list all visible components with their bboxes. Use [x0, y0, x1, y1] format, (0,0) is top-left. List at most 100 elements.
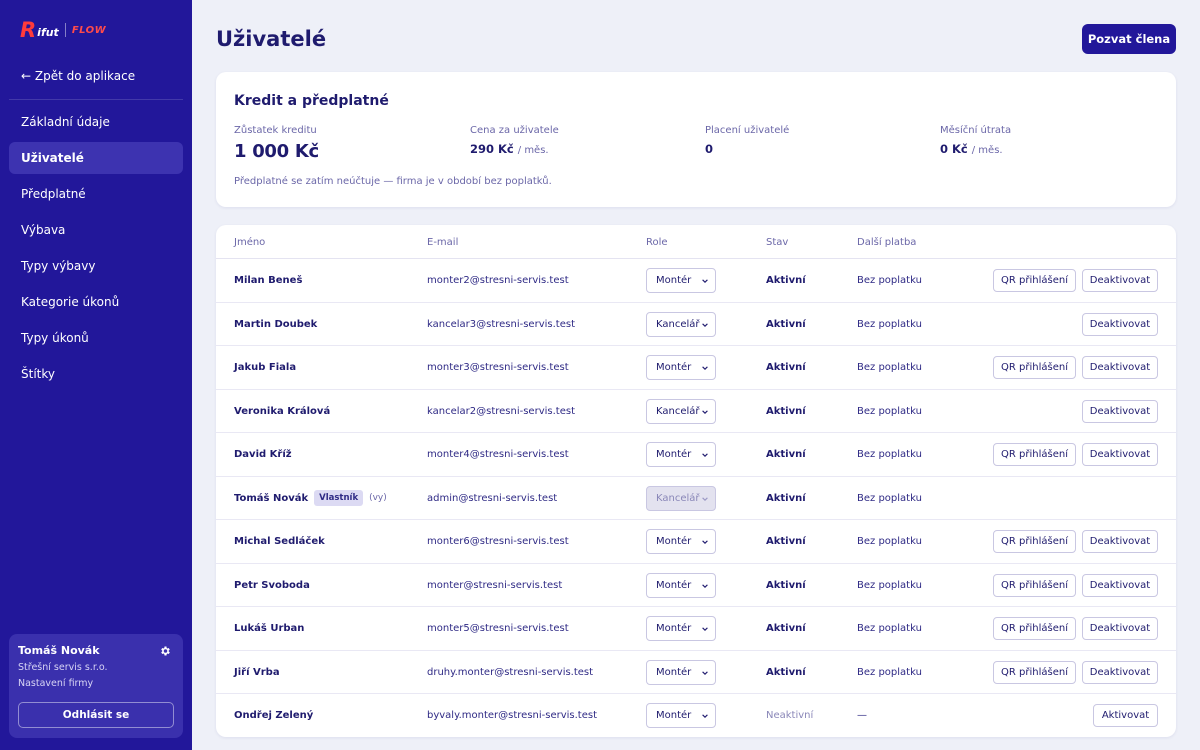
invite-member-button[interactable]: Pozvat člena	[1082, 24, 1176, 54]
next-payment-cell: Bez poplatku	[857, 449, 922, 460]
user-name-cell: Ondřej Zelený	[234, 710, 314, 721]
name-cell: Milan Beneš	[234, 259, 302, 302]
name-cell: Veronika Králová	[234, 390, 330, 433]
credit-note: Předplatné se zatím neúčtuje — firma je …	[234, 176, 552, 187]
role-select-value: Montér	[656, 623, 692, 634]
email-cell: monter5@stresni-servis.test	[427, 623, 569, 634]
role-select[interactable]: Kancelář	[646, 398, 716, 424]
deactivate-button[interactable]: Deaktivovat	[1082, 573, 1158, 597]
sidebar-item[interactable]: Základní údaje	[21, 115, 110, 129]
role-select[interactable]: Montér	[646, 355, 716, 380]
chevron-down-icon	[702, 583, 708, 588]
logout-button[interactable]: Odhlásit se	[18, 702, 174, 728]
deactivate-button[interactable]: Deaktivovat	[1082, 312, 1158, 336]
role-cell: Montér	[646, 520, 716, 563]
sidebar-item[interactable]: Uživatelé	[9, 142, 183, 174]
role-cell: Montér	[646, 433, 716, 476]
status-cell: Aktivní	[766, 362, 806, 373]
chevron-down-icon	[702, 496, 708, 501]
name-cell: Tomáš Novák Vlastník (vy)	[234, 477, 387, 520]
column-header-next-payment: Další platba	[857, 237, 917, 248]
chevron-down-icon	[702, 453, 708, 457]
table-row: Ondřej Zelený byvaly.monter@stresni-serv…	[216, 694, 1176, 738]
role-select[interactable]: Montér	[646, 703, 716, 728]
deactivate-button[interactable]: Deaktivovat	[1082, 269, 1158, 292]
deactivate-button[interactable]: Deaktivovat	[1082, 443, 1158, 466]
role-select-value: Montér	[656, 536, 692, 547]
user-name-cell: Veronika Králová	[234, 405, 331, 417]
email-cell: byvaly.monter@stresni-servis.test	[427, 710, 598, 721]
qr-login-button[interactable]: QR přihlášení	[993, 356, 1076, 379]
logo-r: R	[20, 17, 37, 42]
name-cell: Ondřej Zelený	[234, 694, 313, 737]
sidebar-item[interactable]: Předplatné	[21, 187, 86, 201]
table-row: Lukáš Urban monter5@stresni-servis.test …	[216, 607, 1176, 651]
qr-login-button[interactable]: QR přihlášení	[993, 617, 1076, 640]
monthly-value: 0 Kč	[940, 142, 968, 156]
sidebar-item[interactable]: Typy výbavy	[21, 259, 96, 273]
next-payment-cell: Bez poplatku	[857, 405, 922, 417]
email-cell: monter@stresni-servis.test	[427, 579, 563, 591]
paid-users-stat: Placení uživatelé 0	[705, 125, 789, 156]
role-select[interactable]: Montér	[646, 268, 716, 293]
role-select[interactable]: Montér	[646, 529, 716, 554]
qr-login-button[interactable]: QR přihlášení	[993, 660, 1076, 684]
next-payment-cell: Bez poplatku	[857, 579, 922, 591]
column-header-role: Role	[646, 237, 668, 248]
qr-login-button[interactable]: QR přihlášení	[993, 443, 1076, 466]
deactivate-button[interactable]: Deaktivovat	[1082, 617, 1158, 640]
header-divider	[216, 258, 1176, 259]
status-cell: Aktivní	[766, 318, 806, 330]
gear-icon[interactable]	[159, 645, 171, 657]
qr-login-button[interactable]: QR přihlášení	[993, 269, 1076, 292]
deactivate-button[interactable]: Deaktivovat	[1082, 660, 1158, 684]
qr-login-button[interactable]: QR přihlášení	[993, 573, 1076, 597]
email-cell: monter3@stresni-servis.test	[427, 362, 569, 373]
company-settings-link[interactable]: Nastavení firmy	[18, 678, 94, 689]
column-header-name: Jméno	[234, 237, 266, 248]
user-name-cell: Jakub Fiala	[234, 362, 297, 373]
column-header-status: Stav	[766, 237, 789, 248]
next-payment-cell: Bez poplatku	[857, 492, 922, 504]
role-select[interactable]: Montér	[646, 616, 716, 641]
user-name-cell: Jiří Vrba	[234, 666, 280, 678]
deactivate-button[interactable]: Deaktivovat	[1082, 356, 1158, 379]
sidebar-item[interactable]: Štítky	[21, 367, 55, 381]
sidebar-item[interactable]: Výbava	[21, 223, 66, 237]
you-marker: (vy)	[369, 493, 387, 503]
role-select[interactable]: Montér	[646, 442, 716, 467]
deactivate-button[interactable]: Deaktivovat	[1082, 399, 1158, 423]
deactivate-button[interactable]: Deaktivovat	[1082, 530, 1158, 553]
price-label: Cena za uživatele	[470, 125, 559, 136]
role-select-value: Montér	[656, 449, 692, 460]
user-name-cell: Lukáš Urban	[234, 623, 305, 634]
name-cell: Jiří Vrba	[234, 651, 280, 694]
sidebar: R ifut FLOW ← Zpět do aplikace Základní …	[0, 0, 192, 750]
role-select[interactable]: Montér	[646, 572, 716, 598]
status-cell: Aktivní	[766, 666, 806, 678]
back-to-app-link[interactable]: ← Zpět do aplikace	[21, 69, 136, 83]
role-cell: Montér	[646, 694, 716, 737]
user-name-cell: Michal Sedláček	[234, 536, 325, 547]
name-cell: Martin Doubek	[234, 303, 317, 346]
role-select[interactable]: Montér	[646, 659, 716, 685]
qr-login-button[interactable]: QR přihlášení	[993, 530, 1076, 553]
role-select: Kancelář	[646, 485, 716, 511]
users-table: Jméno E-mail Role Stav Další platba Mila…	[216, 225, 1176, 737]
chevron-down-icon	[702, 322, 708, 327]
sidebar-item[interactable]: Typy úkonů	[21, 331, 89, 345]
table-row: Veronika Králová kancelar2@stresni-servi…	[216, 390, 1176, 433]
logo-separator	[64, 23, 66, 37]
role-select[interactable]: Kancelář	[646, 311, 716, 337]
next-payment-cell: Bez poplatku	[857, 623, 922, 634]
sidebar-item[interactable]: Kategorie úkonů	[21, 295, 120, 309]
table-row: Petr Svoboda monter@stresni-servis.test …	[216, 564, 1176, 607]
activate-button[interactable]: Aktivovat	[1093, 704, 1158, 727]
balance-label: Zůstatek kreditu	[234, 125, 317, 136]
paid-users-value: 0	[705, 142, 714, 156]
email-cell: kancelar2@stresni-servis.test	[427, 405, 575, 417]
role-select-value: Montér	[656, 666, 692, 678]
credit-title: Kredit a předplatné	[234, 93, 389, 109]
app-logo[interactable]: R ifut FLOW	[20, 18, 106, 42]
status-cell: Aktivní	[766, 492, 806, 504]
